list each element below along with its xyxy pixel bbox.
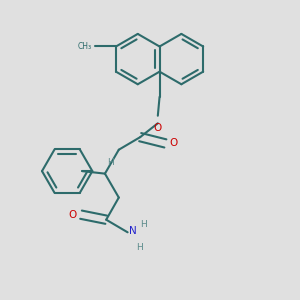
Text: O: O: [69, 210, 77, 220]
Text: O: O: [153, 123, 161, 133]
Text: N: N: [129, 226, 137, 236]
Text: H: H: [136, 244, 143, 253]
Text: H: H: [140, 220, 147, 229]
Text: H: H: [107, 158, 113, 167]
Text: O: O: [169, 138, 178, 148]
Text: CH₃: CH₃: [78, 42, 92, 51]
